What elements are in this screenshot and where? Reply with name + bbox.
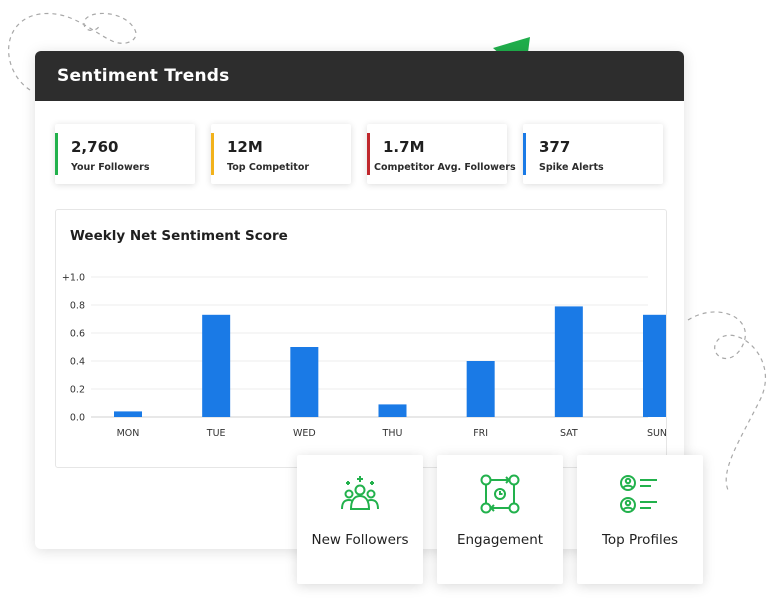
x-tick-label: SUN [647, 428, 666, 439]
stat-label: Competitor Avg. Followers [374, 162, 516, 173]
bar-mon[interactable] [114, 411, 142, 417]
y-tick-label: 0.6 [70, 329, 85, 340]
y-tick-label: 0.0 [70, 413, 85, 424]
y-tick-label: +1.0 [62, 273, 85, 284]
stat-card-top-competitor[interactable]: 12M Top Competitor [211, 124, 351, 184]
action-label: New Followers [311, 532, 409, 548]
bar-tue[interactable] [202, 314, 231, 417]
action-label: Top Profiles [601, 532, 679, 548]
bar-wed[interactable] [290, 347, 319, 417]
stat-card-spike-alerts[interactable]: 377 Spike Alerts [523, 124, 663, 184]
y-tick-label: 0.8 [70, 301, 85, 312]
x-tick-label: TUE [206, 428, 226, 439]
engagement-network-icon [480, 474, 520, 514]
panel-title: Sentiment Trends [35, 51, 684, 101]
bar-sat[interactable] [554, 306, 583, 417]
stat-label: Your Followers [71, 162, 150, 173]
y-tick-label: 0.4 [70, 357, 85, 368]
bar-chart: 0.0 0.2 0.4 0.6 0.8 +1.0 MON TUE WED THU FRI SAT SUN [62, 273, 666, 439]
chart-title: Weekly Net Sentiment Score [70, 228, 288, 244]
sentiment-panel: Sentiment Trends 2,760 Your Followers 12… [35, 51, 684, 549]
bar-sun[interactable] [643, 314, 666, 417]
stat-value: 2,760 [71, 138, 119, 156]
stat-card-followers[interactable]: 2,760 Your Followers [55, 124, 195, 184]
stat-accent-bar [367, 133, 370, 175]
stat-label: Top Competitor [227, 162, 310, 173]
profile-list-icon [620, 475, 657, 513]
stat-value: 377 [539, 138, 571, 156]
stat-accent-bar [55, 133, 58, 175]
stat-value: 1.7M [383, 138, 425, 156]
sentiment-chart-card: Weekly Net Sentiment Score 0.0 0.2 0.4 0.6 0… [55, 209, 667, 468]
stat-accent-bar [523, 133, 526, 175]
x-tick-label: FRI [473, 428, 488, 439]
stat-label: Spike Alerts [539, 162, 604, 173]
stat-accent-bar [211, 133, 214, 175]
x-tick-label: WED [293, 428, 316, 439]
new-followers-button[interactable]: New Followers [297, 455, 423, 584]
engagement-button[interactable]: Engagement [437, 455, 563, 584]
action-label: Engagement [456, 532, 544, 548]
bar-thu[interactable] [378, 404, 407, 417]
stat-value: 12M [227, 138, 263, 156]
group-icon [341, 476, 379, 510]
top-profiles-button[interactable]: Top Profiles [577, 455, 703, 584]
x-tick-label: MON [117, 428, 140, 439]
y-tick-label: 0.2 [70, 385, 85, 396]
bar-fri[interactable] [466, 361, 495, 417]
x-tick-label: SAT [560, 428, 578, 439]
x-tick-label: THU [382, 428, 403, 439]
stat-card-competitor-avg[interactable]: 1.7M Competitor Avg. Followers [367, 124, 516, 184]
